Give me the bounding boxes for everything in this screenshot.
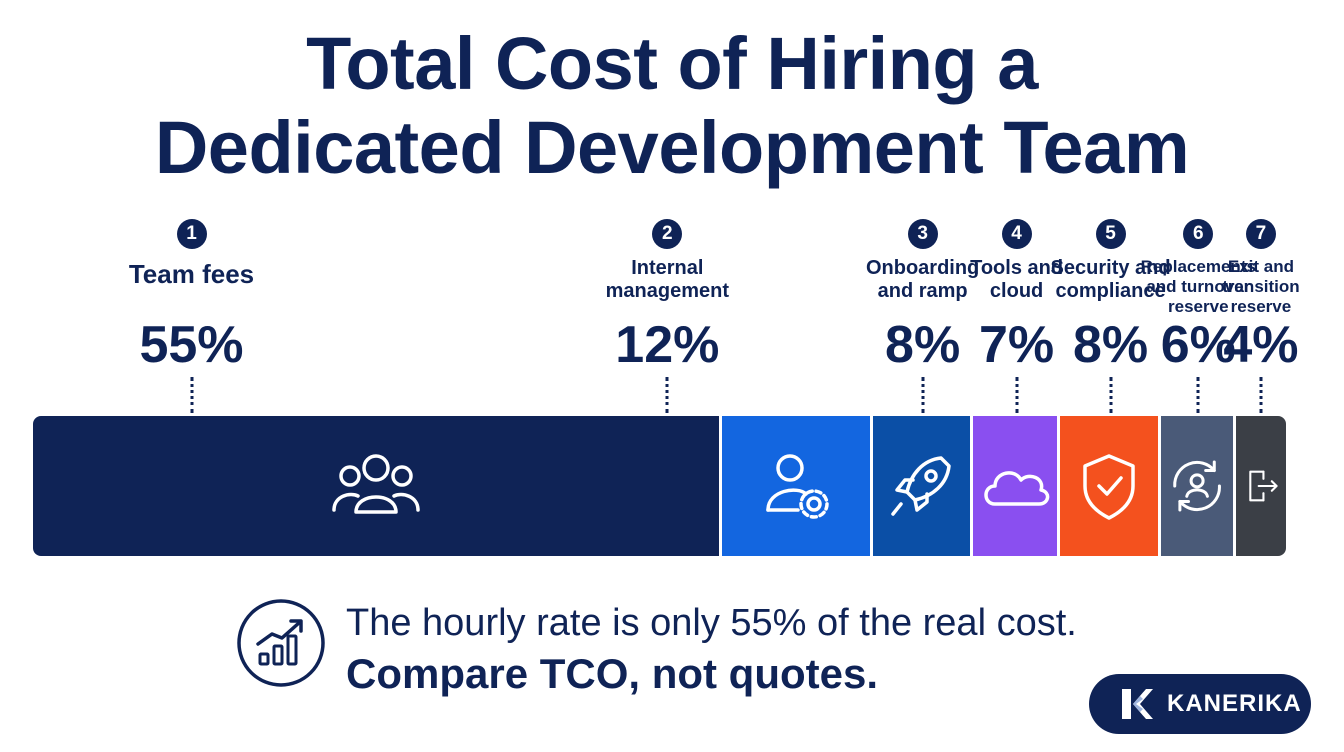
value-label: 6% xyxy=(1160,316,1236,374)
dotted-leader-line xyxy=(190,377,193,413)
step-number-badge: 6 xyxy=(1183,219,1214,249)
category-name: Replacements and turnover reserve xyxy=(1140,257,1256,316)
value-label: 8% xyxy=(1073,316,1149,374)
cloud-icon xyxy=(984,471,1050,506)
bar-segment xyxy=(33,416,723,556)
exit-icon xyxy=(1249,470,1278,502)
bar-segment xyxy=(1060,416,1161,556)
value-label: 4% xyxy=(1223,316,1299,374)
category-name: Security and compliance xyxy=(1050,257,1171,302)
category-name: Tools and cloud xyxy=(970,257,1064,302)
dotted-leader-line xyxy=(1196,377,1200,413)
brand-badge: KANERIKA xyxy=(1089,674,1311,734)
value-label: 8% xyxy=(885,316,961,374)
value-label: 55% xyxy=(139,316,244,374)
shield-check-icon xyxy=(1083,454,1135,520)
bar-segment xyxy=(972,416,1061,556)
user-refresh-icon xyxy=(1172,460,1221,512)
bar-segment xyxy=(722,416,873,556)
dotted-leader-line xyxy=(665,377,669,413)
step-number-badge: 4 xyxy=(1001,219,1032,249)
stacked-cost-bar xyxy=(33,416,1286,556)
dotted-leader-line xyxy=(1015,377,1019,413)
value-label: 7% xyxy=(979,316,1055,374)
category-name: Exit and transition reserve xyxy=(1222,257,1300,316)
dotted-leader-line xyxy=(921,377,925,413)
growth-chart-icon xyxy=(237,599,325,687)
kanerika-logo-icon xyxy=(1122,689,1153,719)
brand-name: KANERIKA xyxy=(1167,690,1302,717)
step-number-badge: 7 xyxy=(1245,219,1276,249)
page-title: Total Cost of Hiring a Dedicated Develop… xyxy=(0,22,1344,190)
title-line-1: Total Cost of Hiring a xyxy=(306,22,1038,105)
rocket-icon xyxy=(891,456,951,516)
bar-segment xyxy=(872,416,973,556)
note-line-2: Compare TCO, not quotes. xyxy=(346,650,879,697)
note-line-1: The hourly rate is only 55% of the real … xyxy=(346,602,1077,644)
takeaway-note: The hourly rate is only 55% of the real … xyxy=(236,598,1116,698)
category-labels: 1 Team fees 55% 2 Internal management 12% 3 Onb… xyxy=(0,215,1344,415)
category-name: Onboarding and ramp xyxy=(865,257,980,302)
user-gear-icon xyxy=(766,454,829,519)
bar-segment xyxy=(1235,416,1286,556)
category-name: Team fees xyxy=(128,259,255,289)
category-name: Internal management xyxy=(605,257,730,302)
step-number-badge: 1 xyxy=(176,219,207,249)
title-line-2: Dedicated Development Team xyxy=(154,106,1190,189)
step-number-badge: 2 xyxy=(652,219,683,249)
bar-segment xyxy=(1160,416,1236,556)
value-label: 12% xyxy=(615,316,720,374)
step-number-badge: 5 xyxy=(1095,219,1126,249)
dotted-leader-line xyxy=(1109,377,1113,413)
step-number-badge: 3 xyxy=(907,219,938,249)
team-icon xyxy=(332,454,420,514)
dotted-leader-line xyxy=(1259,377,1263,413)
